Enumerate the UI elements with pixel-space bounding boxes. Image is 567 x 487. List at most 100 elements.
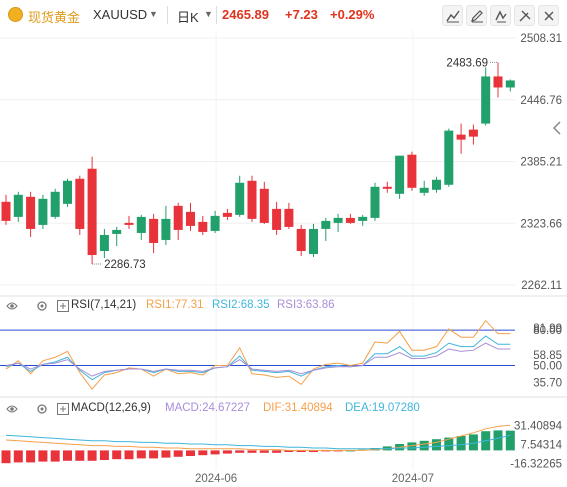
macd-bar bbox=[407, 442, 417, 451]
price-axis-label: 2323.66 bbox=[520, 218, 562, 230]
symbol-name[interactable]: 现货黄金 bbox=[28, 10, 81, 25]
expand-arrow-icon[interactable] bbox=[550, 118, 564, 138]
price-change-percent: +0.29% bbox=[330, 7, 375, 22]
gear-icon[interactable] bbox=[36, 300, 48, 312]
period-selector[interactable]: 日K bbox=[177, 10, 199, 25]
date-axis-label: 2024-06 bbox=[195, 473, 237, 485]
rsi3-label: RSI3:63.86 bbox=[277, 299, 335, 311]
dea-label: DEA:19.07280 bbox=[345, 402, 420, 414]
macd-bar bbox=[13, 450, 23, 463]
macd-bar bbox=[284, 450, 294, 452]
settings-button[interactable] bbox=[514, 5, 535, 26]
high-annotation: 2483.69 bbox=[446, 57, 488, 69]
low-annotation: 2286.73 bbox=[104, 259, 146, 271]
macd-bar bbox=[124, 450, 134, 460]
candle-body bbox=[50, 191, 60, 217]
candle-body bbox=[149, 218, 159, 243]
candle-body bbox=[345, 217, 355, 223]
candle-body bbox=[75, 178, 85, 229]
last-price: 2465.89 bbox=[222, 7, 269, 22]
macd-bar bbox=[235, 450, 245, 453]
chart-type-button[interactable] bbox=[442, 5, 463, 26]
candle-body bbox=[284, 208, 294, 227]
draw-button[interactable] bbox=[466, 5, 487, 26]
macd-axis-label: 31.40894 bbox=[514, 420, 563, 432]
rsi-line-3 bbox=[5, 342, 511, 377]
macd-bar bbox=[99, 450, 109, 460]
price-axis-label: 2262.11 bbox=[521, 280, 562, 292]
candle-body bbox=[493, 76, 503, 88]
macd-bar bbox=[198, 450, 208, 456]
candle-body bbox=[210, 215, 220, 231]
macd-bar bbox=[419, 440, 429, 451]
macd-header: MACD(12,26,9) MACD:24.67227 DIF:31.40894… bbox=[0, 402, 567, 416]
candle-body bbox=[99, 234, 109, 251]
candle-body bbox=[161, 218, 171, 240]
chart-header: 现货黄金 XAUUSD ▼ 日K ▼ 2465.89 +7.23 +0.29% bbox=[0, 0, 567, 30]
eye-icon[interactable] bbox=[6, 300, 18, 312]
macd-bar bbox=[296, 450, 306, 452]
macd-label: MACD:24.67227 bbox=[165, 402, 251, 414]
candle-body bbox=[419, 187, 429, 193]
macd-bar bbox=[505, 430, 515, 451]
candle-body bbox=[63, 180, 72, 204]
gear-icon[interactable] bbox=[36, 403, 48, 415]
candle-body bbox=[222, 212, 232, 217]
indicator-icon bbox=[495, 10, 507, 23]
rsi-axis-label: 80.00 bbox=[533, 325, 562, 337]
rsi-axis-label: 81.99 bbox=[533, 323, 562, 335]
rsi-axis-label: 50.00 bbox=[533, 361, 562, 373]
fullscreen-button[interactable] bbox=[538, 5, 559, 26]
macd-bar bbox=[468, 434, 478, 451]
candle-body bbox=[272, 208, 282, 230]
candle-body bbox=[198, 221, 208, 232]
rsi-line-1 bbox=[5, 319, 511, 390]
rsi-axis-label: 35.70 bbox=[533, 377, 562, 389]
chevron-down-icon[interactable]: ▼ bbox=[204, 9, 213, 19]
macd-bar bbox=[259, 450, 269, 453]
macd-line-dif bbox=[5, 424, 511, 451]
candle-body bbox=[235, 182, 245, 215]
macd-bar bbox=[186, 450, 195, 456]
macd-bar bbox=[173, 450, 183, 457]
candle-body bbox=[247, 180, 257, 219]
divider bbox=[167, 6, 168, 24]
candle-body bbox=[87, 168, 97, 256]
symbol-code[interactable]: XAUUSD bbox=[93, 7, 148, 22]
rsi-title: RSI(7,14,21) bbox=[71, 299, 137, 311]
macd-bar bbox=[149, 450, 159, 459]
tools-icon bbox=[519, 10, 531, 22]
macd-bar bbox=[1, 450, 11, 464]
macd-bar bbox=[161, 450, 171, 458]
candle-body bbox=[432, 179, 441, 190]
candle-body bbox=[124, 222, 134, 225]
chevron-down-icon[interactable]: ▼ bbox=[149, 9, 158, 19]
expand-icon[interactable] bbox=[57, 300, 69, 312]
macd-bar bbox=[75, 450, 85, 461]
macd-bar bbox=[444, 437, 454, 451]
macd-bar bbox=[222, 450, 232, 454]
chart-type-icon bbox=[446, 10, 460, 23]
macd-bar bbox=[432, 439, 441, 451]
candle-body bbox=[505, 80, 515, 88]
macd-bar bbox=[309, 450, 318, 452]
dif-label: DIF:31.40894 bbox=[263, 402, 333, 414]
macd-bar bbox=[38, 450, 48, 462]
eye-icon[interactable] bbox=[6, 403, 18, 415]
candle-body bbox=[1, 201, 11, 221]
gold-coin-icon bbox=[8, 7, 23, 22]
candle-body bbox=[395, 155, 405, 194]
indicator-button[interactable] bbox=[490, 5, 511, 26]
candle-body bbox=[309, 228, 318, 255]
candle-body bbox=[259, 188, 269, 223]
candle-body bbox=[456, 134, 466, 140]
candle-body bbox=[358, 216, 368, 221]
expand-icon[interactable] bbox=[57, 403, 69, 415]
date-axis-label: 2024-07 bbox=[392, 473, 434, 485]
macd-bar bbox=[493, 430, 503, 451]
candle-body bbox=[26, 196, 36, 229]
candle-body bbox=[112, 229, 122, 234]
rsi-header: RSI(7,14,21) RSI1:77.31 RSI2:68.35 RSI3:… bbox=[0, 299, 567, 313]
candle-body bbox=[444, 130, 454, 185]
